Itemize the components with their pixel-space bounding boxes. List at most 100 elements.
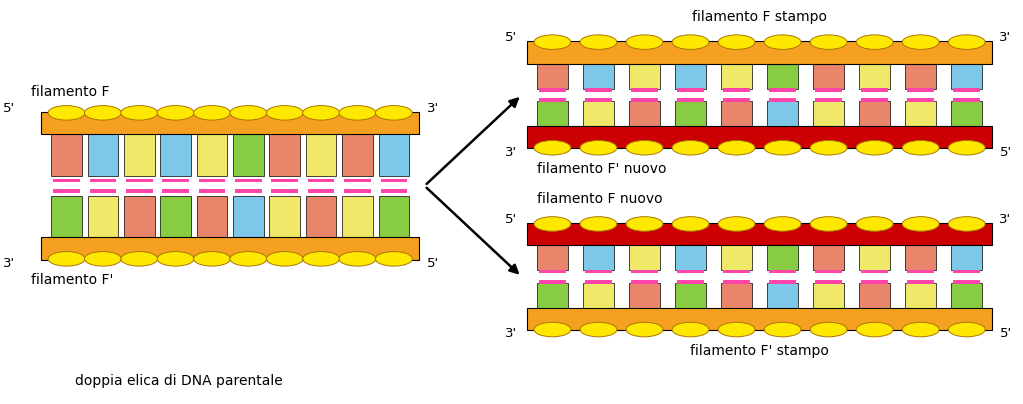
FancyBboxPatch shape [859, 283, 890, 308]
Text: filamento F' nuovo: filamento F' nuovo [537, 162, 667, 176]
Text: filamento F: filamento F [31, 85, 109, 99]
FancyBboxPatch shape [539, 88, 566, 91]
Circle shape [230, 105, 267, 120]
Circle shape [856, 217, 893, 231]
FancyBboxPatch shape [721, 245, 752, 271]
Circle shape [580, 322, 617, 337]
FancyBboxPatch shape [344, 189, 370, 193]
FancyBboxPatch shape [51, 134, 82, 175]
Circle shape [626, 141, 663, 155]
FancyBboxPatch shape [537, 245, 568, 271]
FancyBboxPatch shape [905, 63, 936, 89]
Circle shape [672, 35, 709, 49]
FancyBboxPatch shape [769, 88, 796, 91]
FancyBboxPatch shape [161, 196, 191, 237]
FancyBboxPatch shape [539, 98, 566, 102]
FancyBboxPatch shape [527, 41, 992, 63]
FancyBboxPatch shape [723, 88, 750, 91]
FancyBboxPatch shape [585, 270, 612, 273]
FancyBboxPatch shape [51, 196, 82, 237]
Circle shape [672, 322, 709, 337]
FancyBboxPatch shape [585, 98, 612, 102]
Circle shape [48, 105, 85, 120]
Circle shape [534, 35, 571, 49]
Circle shape [339, 252, 375, 266]
FancyBboxPatch shape [342, 134, 372, 175]
FancyBboxPatch shape [537, 63, 568, 89]
FancyBboxPatch shape [126, 189, 152, 193]
Circle shape [626, 35, 663, 49]
FancyBboxPatch shape [583, 245, 614, 271]
FancyBboxPatch shape [124, 196, 154, 237]
FancyBboxPatch shape [163, 189, 189, 193]
FancyBboxPatch shape [271, 189, 298, 193]
FancyBboxPatch shape [813, 101, 844, 126]
Text: 5': 5' [504, 213, 517, 226]
FancyBboxPatch shape [905, 101, 936, 126]
FancyBboxPatch shape [859, 245, 890, 271]
FancyBboxPatch shape [951, 283, 982, 308]
Circle shape [718, 217, 755, 231]
Circle shape [339, 105, 375, 120]
FancyBboxPatch shape [629, 101, 660, 126]
FancyBboxPatch shape [539, 270, 566, 273]
Circle shape [626, 217, 663, 231]
Circle shape [121, 252, 158, 266]
Circle shape [672, 141, 709, 155]
Text: 3': 3' [999, 31, 1012, 44]
Circle shape [902, 322, 939, 337]
FancyBboxPatch shape [953, 88, 980, 91]
FancyBboxPatch shape [631, 88, 658, 91]
FancyBboxPatch shape [381, 189, 407, 193]
Circle shape [580, 35, 617, 49]
FancyBboxPatch shape [537, 283, 568, 308]
Circle shape [266, 252, 303, 266]
FancyBboxPatch shape [815, 270, 842, 273]
Text: 5': 5' [427, 257, 439, 270]
Circle shape [902, 217, 939, 231]
FancyBboxPatch shape [861, 98, 888, 102]
Circle shape [230, 252, 267, 266]
FancyBboxPatch shape [124, 134, 154, 175]
FancyBboxPatch shape [813, 63, 844, 89]
Circle shape [48, 252, 85, 266]
FancyBboxPatch shape [767, 245, 798, 271]
Circle shape [534, 322, 571, 337]
FancyBboxPatch shape [767, 101, 798, 126]
FancyBboxPatch shape [629, 283, 660, 308]
FancyBboxPatch shape [861, 280, 888, 284]
FancyBboxPatch shape [344, 179, 370, 182]
FancyBboxPatch shape [859, 63, 890, 89]
Circle shape [580, 217, 617, 231]
FancyBboxPatch shape [342, 196, 372, 237]
FancyBboxPatch shape [163, 179, 189, 182]
Circle shape [810, 141, 847, 155]
FancyBboxPatch shape [527, 308, 992, 330]
Circle shape [193, 105, 230, 120]
FancyBboxPatch shape [767, 283, 798, 308]
FancyBboxPatch shape [675, 283, 706, 308]
Circle shape [948, 141, 985, 155]
FancyBboxPatch shape [907, 270, 934, 273]
FancyBboxPatch shape [537, 101, 568, 126]
FancyBboxPatch shape [126, 179, 152, 182]
FancyBboxPatch shape [813, 283, 844, 308]
FancyBboxPatch shape [905, 283, 936, 308]
FancyBboxPatch shape [53, 179, 80, 182]
Text: 5': 5' [504, 31, 517, 44]
Text: filamento F stampo: filamento F stampo [693, 10, 827, 24]
Circle shape [856, 141, 893, 155]
Text: 3': 3' [504, 327, 517, 341]
FancyBboxPatch shape [88, 134, 119, 175]
FancyBboxPatch shape [41, 238, 419, 259]
Circle shape [303, 252, 340, 266]
FancyBboxPatch shape [953, 270, 980, 273]
Text: doppia elica di DNA parentale: doppia elica di DNA parentale [75, 374, 283, 388]
FancyBboxPatch shape [235, 179, 262, 182]
Circle shape [626, 322, 663, 337]
FancyBboxPatch shape [675, 63, 706, 89]
Circle shape [948, 322, 985, 337]
FancyBboxPatch shape [677, 270, 704, 273]
Text: filamento F nuovo: filamento F nuovo [537, 192, 663, 206]
FancyBboxPatch shape [196, 134, 227, 175]
